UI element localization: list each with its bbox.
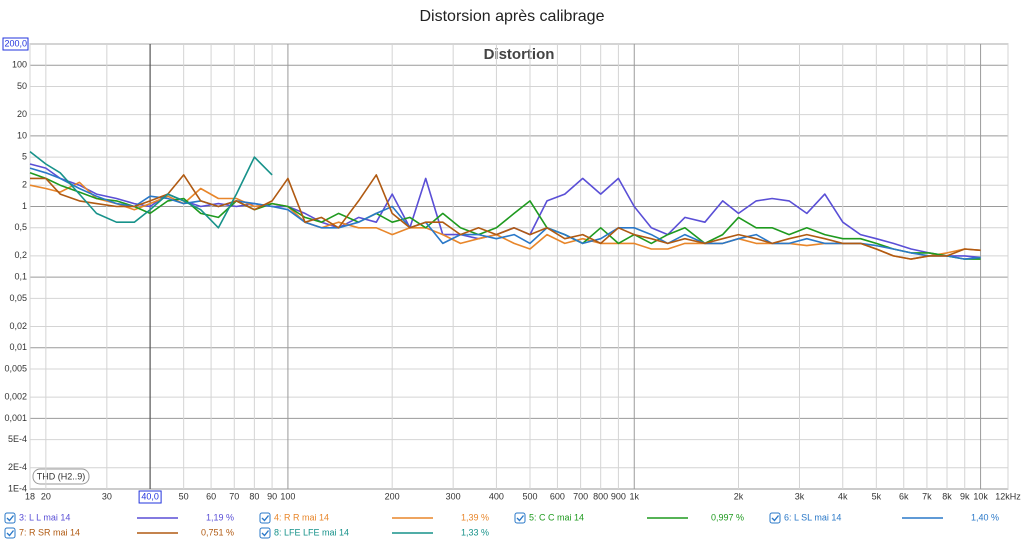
series-line: [30, 174, 981, 260]
legend-value: 1,39 %: [461, 512, 489, 522]
y-tick-label: 0,05: [9, 293, 27, 303]
x-tick-label: 30: [102, 491, 112, 501]
cursor-x-box: [138, 490, 162, 504]
x-tick-label: 9k: [960, 491, 970, 501]
x-tick-label: 700: [573, 491, 588, 501]
legend-checkbox: [4, 512, 16, 524]
x-tick-label: 18: [25, 491, 35, 501]
x-tick-label: 20: [41, 491, 51, 501]
series-line: [29, 172, 981, 260]
x-tick-label: 4k: [838, 491, 848, 501]
legend-item: 3: L L mai 14 1,19 %: [4, 512, 234, 524]
legend-check: [6, 530, 15, 537]
legend-item: 8: LFE LFE mai 14 1,33 %: [259, 527, 489, 539]
x-tick-label: 60: [206, 491, 216, 501]
x-tick-label: 1k: [629, 491, 639, 501]
y-tick-label: 5E-4: [8, 434, 27, 444]
legend-checkbox: [769, 512, 781, 524]
y-tick-label: 0,01: [9, 342, 27, 352]
x-tick-label: 80: [249, 491, 259, 501]
x-tick-label: 10k: [973, 491, 988, 501]
x-tick-label: 5k: [872, 491, 882, 501]
y-tick-label: 20: [17, 109, 27, 119]
grid: [29, 44, 1009, 490]
x-tick-label: 200: [385, 491, 400, 501]
legend-value: 1,19 %: [206, 512, 234, 522]
legend-value: 1,40 %: [971, 512, 999, 522]
x-tick-label: 70: [229, 491, 239, 501]
y-tick-label: 100: [12, 60, 27, 70]
y-tick-label: 50: [17, 81, 27, 91]
legend-name: 6: L SL mai 14: [784, 512, 841, 522]
cursor-y-label: 200,0: [4, 38, 27, 48]
series-line: [29, 150, 273, 229]
x-tick-label: 600: [550, 491, 565, 501]
x-tick-label: 8k: [942, 491, 952, 501]
legend-checkbox: [4, 527, 16, 539]
y-tick-label: 0,2: [14, 250, 27, 260]
x-tick-label: 3k: [795, 491, 805, 501]
y-tick-label: 0,002: [4, 391, 27, 401]
legend-check: [261, 515, 270, 522]
legend-item: 5: C C mai 14 0,997 %: [514, 512, 744, 524]
legend-item: 7: R SR mai 14 0,751 %: [4, 527, 234, 539]
legend-check: [6, 515, 15, 522]
x-tick-label: 12kHz: [995, 491, 1021, 501]
y-tick-label: 10: [17, 130, 27, 140]
legend-check: [771, 515, 780, 522]
x-tick-label: 2k: [734, 491, 744, 501]
legend-name: 7: R SR mai 14: [19, 527, 80, 537]
legend-checkbox: [259, 527, 271, 539]
y-tick-label: 0,5: [14, 222, 27, 232]
cursor-x-label: 40,0: [141, 491, 159, 501]
x-tick-label: 7k: [922, 491, 932, 501]
y-tick-label: 0,1: [14, 272, 27, 282]
annotation-box: [32, 468, 90, 485]
x-tick-label: 90: [267, 491, 277, 501]
x-tick-label: 500: [522, 491, 537, 501]
y-tick-label: 2E-4: [8, 462, 27, 472]
legend-value: 0,997 %: [711, 512, 744, 522]
x-tick-label: 400: [489, 491, 504, 501]
legend-value: 1,33 %: [461, 527, 489, 537]
y-tick-label: 0,005: [4, 363, 27, 373]
legend-name: 5: C C mai 14: [529, 512, 584, 522]
y-tick-label: 0,02: [9, 321, 27, 331]
legend-checkbox: [259, 512, 271, 524]
legend-item: 6: L SL mai 14 1,40 %: [769, 512, 999, 524]
window-title: Distorsion après calibrage: [420, 8, 605, 25]
legend-check: [516, 515, 525, 522]
plot-area: [29, 43, 1009, 490]
x-tick-label: 6k: [899, 491, 909, 501]
cursor-y-box: [2, 37, 29, 51]
y-tick-label: 1E-4: [8, 483, 27, 493]
y-tick-label: 2: [22, 180, 27, 190]
legend-checkbox: [514, 512, 526, 524]
plot-title: Distortion: [484, 46, 555, 63]
x-tick-label: 100: [280, 491, 295, 501]
x-tick-label: 800: [593, 491, 608, 501]
legend-name: 4: R R mai 14: [274, 512, 329, 522]
legend-item: 4: R R mai 14 1,39 %: [259, 512, 489, 524]
legend-name: 8: LFE LFE mai 14: [274, 527, 349, 537]
x-tick-label: 900: [611, 491, 626, 501]
annotation: THD (H2..9): [37, 471, 86, 481]
y-tick-label: 5: [22, 152, 27, 162]
legend-name: 3: L L mai 14: [19, 512, 70, 522]
legend-value: 0,751 %: [201, 527, 234, 537]
y-tick-label: 0,001: [4, 413, 27, 423]
legend-check: [261, 530, 270, 537]
x-tick-label: 300: [446, 491, 461, 501]
y-tick-label: 1: [22, 201, 27, 211]
x-tick-label: 50: [179, 491, 189, 501]
